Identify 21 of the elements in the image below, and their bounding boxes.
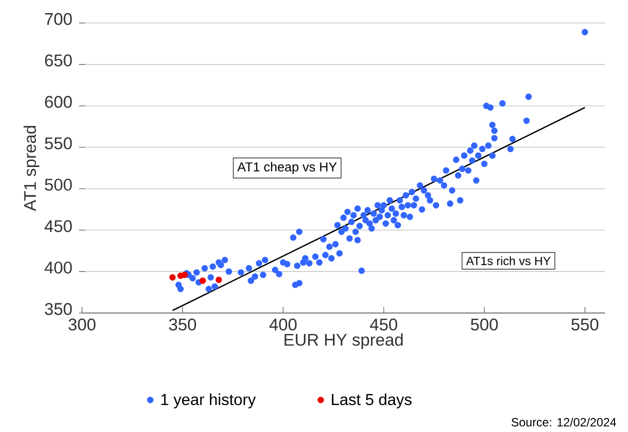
- x-tick-label: 400: [269, 318, 297, 331]
- y-tick-label: 700: [45, 13, 72, 26]
- y-tick-label: 550: [44, 137, 72, 150]
- x-tick-label: 350: [169, 318, 196, 331]
- x-tick-label: 500: [470, 318, 498, 331]
- annotation: AT1s rich vs HY: [466, 256, 551, 266]
- x-tick-label: 300: [68, 318, 96, 331]
- y-tick-label: 500: [44, 178, 72, 191]
- y-tick-label: 600: [45, 96, 72, 108]
- x-tick-label: 550: [571, 318, 598, 331]
- annotation: AT1 cheap vs HY: [237, 162, 337, 174]
- source-note: Source: 12/02/2024: [512, 418, 616, 426]
- y-tick-label: 350: [44, 303, 72, 315]
- legend-label: 1 year history: [161, 393, 256, 408]
- y-tick-label: 650: [45, 54, 72, 66]
- y-tick-label: 450: [44, 220, 72, 232]
- y-axis-title: AT1 spread: [24, 126, 40, 212]
- x-tick-label: 450: [370, 318, 398, 331]
- x-axis-title: EUR HY spread: [284, 333, 403, 350]
- legend-label: Last 5 days: [332, 393, 412, 408]
- y-tick-label: 400: [44, 262, 72, 274]
